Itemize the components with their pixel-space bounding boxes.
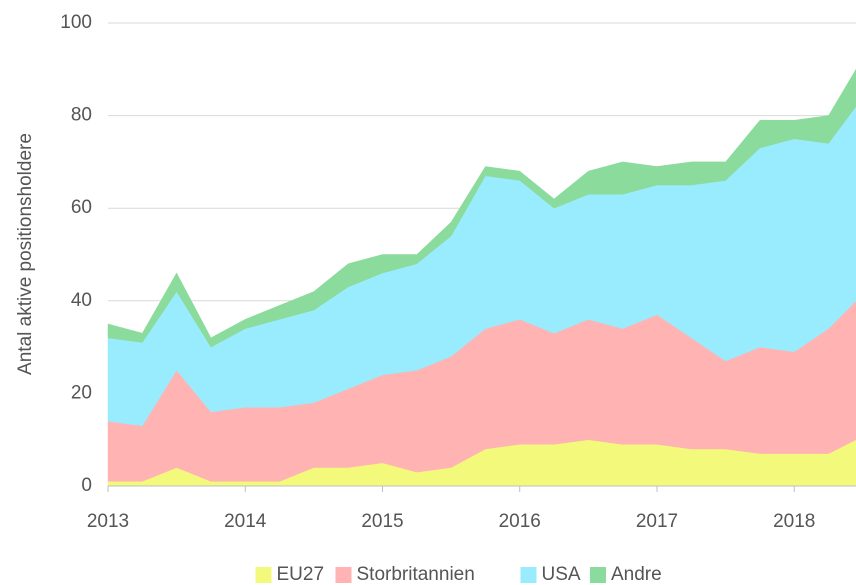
y-tick-label: 60 (71, 197, 92, 218)
x-tick-label: 2014 (224, 511, 267, 532)
legend-label: USA (542, 564, 581, 585)
legend-swatch (590, 567, 606, 583)
legend-label: EU27 (277, 564, 325, 585)
legend-label: Andre (611, 564, 662, 585)
y-tick-label: 0 (81, 475, 92, 496)
y-tick-label: 40 (71, 290, 92, 311)
legend-swatch (255, 567, 272, 583)
area (107, 68, 856, 348)
y-axis-label: Antal aktive positionsholdere (15, 133, 36, 375)
x-tick-label: 2017 (636, 511, 678, 532)
legend-label: Storbritannien (357, 564, 475, 585)
x-tick-label: 2016 (499, 511, 541, 532)
x-tick-label: 2015 (361, 511, 403, 532)
y-tick-label: 80 (71, 105, 92, 126)
y-tick-label: 20 (71, 382, 92, 403)
legend-swatch (335, 567, 352, 583)
y-tick-label: 100 (60, 12, 92, 33)
x-tick-label: 2013 (87, 511, 129, 532)
legend-swatch (520, 567, 537, 583)
x-tick-label: 2018 (773, 511, 815, 532)
